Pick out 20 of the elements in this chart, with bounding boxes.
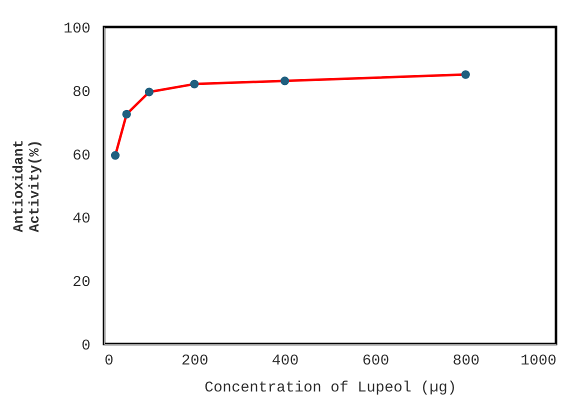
- y-tick-label: 100: [63, 20, 90, 38]
- x-axis-title: Concentration of Lupeol (µg): [204, 380, 457, 396]
- x-tick-label: 200: [181, 352, 208, 370]
- point: [190, 80, 199, 88]
- y-tick-label: 80: [72, 84, 90, 101]
- x-tick-label: 600: [362, 352, 390, 370]
- y-axis-title: Antioxidant Activity(%): [11, 140, 44, 232]
- x-tick-label: 0: [104, 352, 114, 370]
- x-tick-label: 1000: [520, 352, 556, 370]
- point: [110, 151, 120, 160]
- x-tick-label: 400: [272, 352, 299, 370]
- x-tick-label: 800: [452, 352, 480, 370]
- point: [461, 70, 470, 79]
- point: [122, 110, 131, 118]
- y-tick-label: 20: [72, 274, 90, 292]
- point: [280, 76, 290, 86]
- y-tick-label: 0: [81, 338, 90, 354]
- point: [144, 88, 154, 96]
- y-tick-label: 40: [72, 210, 90, 228]
- y-tick-label: 60: [72, 147, 90, 164]
